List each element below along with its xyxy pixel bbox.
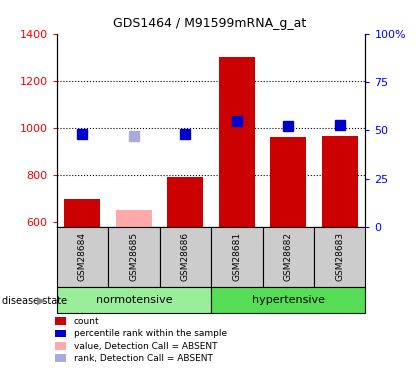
Text: GSM28684: GSM28684	[78, 232, 87, 281]
Text: rank, Detection Call = ABSENT: rank, Detection Call = ABSENT	[74, 354, 213, 363]
Bar	[211, 287, 365, 313]
Text: GDS1464 / M91599mRNA_g_at: GDS1464 / M91599mRNA_g_at	[113, 17, 307, 30]
Text: normotensive: normotensive	[96, 295, 172, 305]
Bar	[160, 227, 211, 287]
Text: value, Detection Call = ABSENT: value, Detection Call = ABSENT	[74, 342, 217, 351]
Bar	[314, 227, 365, 287]
Bar	[167, 177, 203, 227]
Bar	[57, 227, 108, 287]
Text: GSM28682: GSM28682	[284, 232, 293, 281]
Bar	[116, 210, 152, 227]
Bar	[219, 57, 255, 227]
Text: ▶: ▶	[37, 296, 45, 306]
Text: GSM28681: GSM28681	[232, 232, 241, 281]
Text: GSM28683: GSM28683	[335, 232, 344, 281]
Text: percentile rank within the sample: percentile rank within the sample	[74, 329, 227, 338]
Text: disease state: disease state	[2, 296, 67, 306]
Bar	[270, 137, 306, 227]
Bar	[64, 199, 100, 227]
Text: count: count	[74, 317, 99, 326]
Bar	[322, 136, 358, 227]
Bar	[57, 287, 211, 313]
Bar	[211, 227, 262, 287]
Bar	[108, 227, 160, 287]
Bar	[262, 227, 314, 287]
Text: GSM28686: GSM28686	[181, 232, 190, 281]
Text: GSM28685: GSM28685	[129, 232, 138, 281]
Text: hypertensive: hypertensive	[252, 295, 325, 305]
